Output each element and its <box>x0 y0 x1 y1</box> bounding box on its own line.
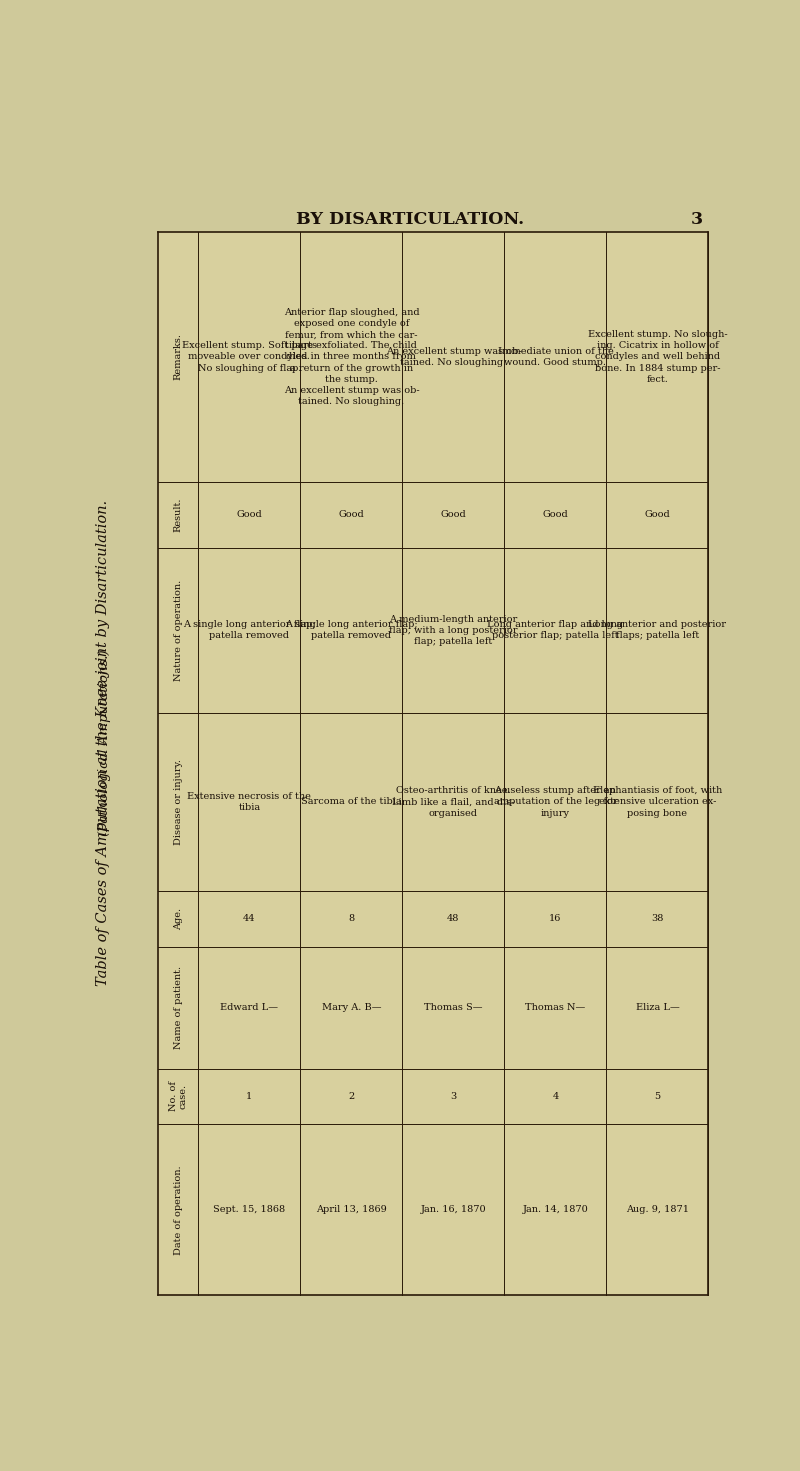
Text: Aug. 9, 1871: Aug. 9, 1871 <box>626 1205 689 1214</box>
Text: Jan. 16, 1870: Jan. 16, 1870 <box>421 1205 486 1214</box>
Text: Long anterior flap and long
posterior flap; patella left: Long anterior flap and long posterior fl… <box>487 621 623 640</box>
Text: 3: 3 <box>450 1091 457 1100</box>
Text: Anterior flap sloughed, and
exposed one condyle of
femur, from which the car-
ti: Anterior flap sloughed, and exposed one … <box>283 307 419 406</box>
Text: Osteo-arthritis of knee.
Limb like a flail, and dis-
organised: Osteo-arthritis of knee. Limb like a fla… <box>392 787 514 818</box>
Text: 48: 48 <box>447 915 459 924</box>
Text: A single long anterior flap;
patella removed: A single long anterior flap; patella rem… <box>183 621 316 640</box>
Text: No. of
case.: No. of case. <box>169 1081 188 1112</box>
Text: Table of Cases of Amputation at the Knee-joint by Disarticulation.: Table of Cases of Amputation at the Knee… <box>96 500 110 986</box>
Text: Age.: Age. <box>174 908 182 930</box>
Text: Thomas S—: Thomas S— <box>424 1003 482 1012</box>
Text: Nature of operation.: Nature of operation. <box>174 580 182 681</box>
Text: Extensive necrosis of the
tibia: Extensive necrosis of the tibia <box>187 791 311 812</box>
Text: Thomas N—: Thomas N— <box>526 1003 586 1012</box>
Text: Elephantiasis of foot, with
extensive ulceration ex-
posing bone: Elephantiasis of foot, with extensive ul… <box>593 787 722 818</box>
Text: A medium-length anterior
flap, with a long posterior
flap; patella left: A medium-length anterior flap, with a lo… <box>389 615 518 646</box>
Bar <box>158 232 708 1296</box>
Text: Immediate union of the
wound. Good stump.: Immediate union of the wound. Good stump… <box>498 347 614 366</box>
Text: 16: 16 <box>550 915 562 924</box>
Text: 2: 2 <box>348 1091 354 1100</box>
Text: Excellent stump. No slough-
ing. Cicatrix in hollow of
condyles and well behind
: Excellent stump. No slough- ing. Cicatri… <box>587 330 727 384</box>
Text: 3: 3 <box>691 212 703 228</box>
Text: Good: Good <box>542 510 568 519</box>
Text: Edward L—: Edward L— <box>221 1003 278 1012</box>
Text: Sept. 15, 1868: Sept. 15, 1868 <box>214 1205 286 1214</box>
Text: Date of operation.: Date of operation. <box>174 1165 182 1255</box>
Text: 1: 1 <box>246 1091 253 1100</box>
Text: Good: Good <box>645 510 670 519</box>
Text: Good: Good <box>237 510 262 519</box>
Text: Result.: Result. <box>174 497 182 533</box>
Text: April 13, 1869: April 13, 1869 <box>316 1205 386 1214</box>
Text: A single long anterior flap;
patella removed: A single long anterior flap; patella rem… <box>285 621 418 640</box>
Text: 8: 8 <box>348 915 354 924</box>
Text: 38: 38 <box>651 915 663 924</box>
Text: 5: 5 <box>654 1091 661 1100</box>
Text: Eliza L—: Eliza L— <box>635 1003 679 1012</box>
Text: 44: 44 <box>243 915 256 924</box>
Text: (Pathological Amputations.): (Pathological Amputations.) <box>98 650 111 836</box>
Text: Good: Good <box>441 510 466 519</box>
Text: Disease or injury.: Disease or injury. <box>174 759 182 844</box>
Text: A useless stump after an
amputation of the leg for
injury: A useless stump after an amputation of t… <box>494 787 618 818</box>
Text: An excellent stump was ob-
tained. No sloughing.: An excellent stump was ob- tained. No sl… <box>386 347 522 366</box>
Text: 4: 4 <box>552 1091 558 1100</box>
Text: Good: Good <box>338 510 364 519</box>
Text: Remarks.: Remarks. <box>174 334 182 381</box>
Text: Long anterior and posterior
flaps; patella left: Long anterior and posterior flaps; patel… <box>588 621 726 640</box>
Text: BY DISARTICULATION.: BY DISARTICULATION. <box>296 212 524 228</box>
Text: Mary A. B—: Mary A. B— <box>322 1003 381 1012</box>
Text: Excellent stump. Soft parts
moveable over condyles.
No sloughing of flap.: Excellent stump. Soft parts moveable ove… <box>182 341 317 372</box>
Text: Name of patient.: Name of patient. <box>174 966 182 1049</box>
Text: Sarcoma of the tibia: Sarcoma of the tibia <box>301 797 402 806</box>
Text: Jan. 14, 1870: Jan. 14, 1870 <box>522 1205 588 1214</box>
